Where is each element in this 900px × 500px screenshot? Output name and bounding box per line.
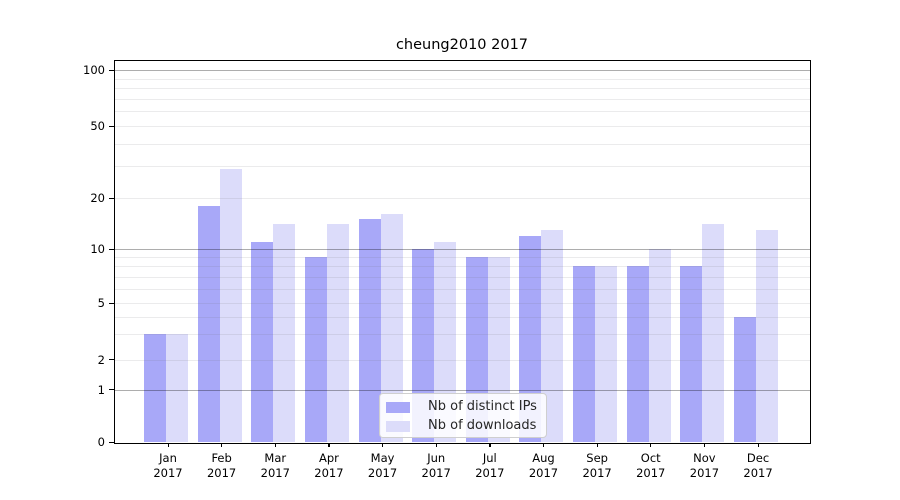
bar-downloads	[273, 224, 296, 442]
x-tick-label: Dec 2017	[726, 451, 790, 481]
y-tick-mark	[109, 441, 114, 443]
chart-title: cheung2010 2017	[395, 37, 529, 53]
bar-distinct-ips	[358, 219, 381, 442]
y-tick-label: 2	[97, 352, 105, 367]
bar-distinct-ips	[144, 334, 166, 442]
x-tick-year: 2017	[689, 466, 720, 480]
minor-gridline	[114, 98, 810, 100]
y-tick-mark	[109, 69, 114, 71]
major-gridline	[114, 70, 810, 71]
x-tick-label: Jun 2017	[404, 451, 468, 481]
bar-downloads	[702, 224, 725, 442]
x-tick-mark	[221, 443, 223, 447]
bar-distinct-ips	[197, 205, 220, 442]
x-tick-mark	[274, 443, 276, 447]
x-tick-label: Apr 2017	[297, 451, 361, 481]
bar-downloads	[434, 241, 457, 442]
x-tick-mark	[382, 443, 384, 447]
legend: Nb of distinct IPs Nb of downloads	[379, 393, 547, 438]
y-tick-mark	[109, 197, 114, 199]
minor-gridline	[114, 111, 810, 113]
x-tick-year: 2017	[153, 466, 183, 480]
legend-label: Nb of downloads	[428, 418, 537, 433]
legend-label: Nb of distinct IPs	[428, 399, 537, 414]
legend-swatch-distinct-ips-icon	[386, 402, 410, 413]
bar-downloads	[326, 224, 349, 442]
x-tick-mark	[703, 443, 706, 447]
bar-distinct-ips	[304, 257, 327, 442]
bar-downloads	[166, 334, 188, 442]
x-tick-year: 2017	[260, 466, 290, 480]
minor-gridline	[114, 126, 810, 127]
y-tick-mark	[109, 248, 114, 250]
x-tick-mark	[167, 443, 169, 447]
y-tick-label: 50	[90, 119, 105, 133]
x-tick-label: Mar 2017	[243, 451, 307, 481]
bar-downloads	[756, 229, 779, 442]
legend-swatch-downloads-icon	[386, 421, 410, 432]
bar-downloads	[219, 168, 242, 442]
x-tick-year: 2017	[475, 466, 505, 480]
x-tick-year: 2017	[582, 466, 612, 480]
y-tick-mark	[109, 302, 114, 304]
bar-downloads	[595, 266, 618, 442]
minor-gridline	[114, 88, 810, 90]
x-tick-label: Feb 2017	[190, 451, 254, 481]
x-tick-mark	[328, 443, 330, 447]
x-tick-year: 2017	[421, 466, 451, 480]
x-tick-label: May 2017	[351, 451, 415, 481]
x-tick-mark	[757, 443, 759, 447]
bar-distinct-ips	[734, 316, 757, 442]
y-tick-label: 10	[90, 242, 105, 256]
x-tick-year: 2017	[528, 466, 559, 480]
x-tick-label: Sep 2017	[565, 451, 629, 481]
x-tick-year: 2017	[636, 466, 666, 480]
y-tick-mark	[109, 389, 114, 391]
x-tick-label: Nov 2017	[672, 451, 736, 481]
x-tick-year: 2017	[314, 466, 344, 480]
y-tick-label: 100	[83, 63, 105, 77]
y-tick-mark	[109, 359, 114, 361]
bar-distinct-ips	[680, 266, 703, 442]
x-tick-year: 2017	[743, 466, 773, 480]
x-tick-mark	[435, 443, 437, 447]
x-tick-label: Jan 2017	[136, 451, 200, 481]
y-tick-label: 0	[97, 435, 105, 449]
x-tick-mark	[542, 443, 545, 447]
y-tick-label: 5	[97, 296, 105, 310]
x-tick-label: Oct 2017	[619, 451, 683, 481]
bar-distinct-ips	[573, 266, 596, 442]
x-tick-year: 2017	[206, 466, 237, 480]
x-tick-mark	[650, 443, 652, 447]
minor-gridline	[114, 143, 810, 145]
x-tick-year: 2017	[367, 466, 398, 480]
y-tick-label: 1	[97, 382, 105, 397]
x-tick-mark	[596, 443, 598, 447]
bar-distinct-ips	[519, 235, 542, 442]
x-tick-label: Jul 2017	[458, 451, 522, 481]
minor-gridline	[114, 166, 810, 168]
bar-downloads	[541, 229, 564, 442]
x-tick-label: Aug 2017	[511, 451, 575, 481]
bar-distinct-ips	[626, 266, 649, 442]
bar-distinct-ips	[251, 241, 274, 442]
minor-gridline	[114, 78, 810, 80]
x-tick-mark	[489, 443, 491, 447]
y-tick-mark	[109, 125, 114, 127]
y-tick-label: 20	[90, 191, 105, 205]
minor-gridline	[114, 198, 810, 199]
bar-downloads	[380, 214, 403, 442]
bar-downloads	[648, 249, 671, 442]
